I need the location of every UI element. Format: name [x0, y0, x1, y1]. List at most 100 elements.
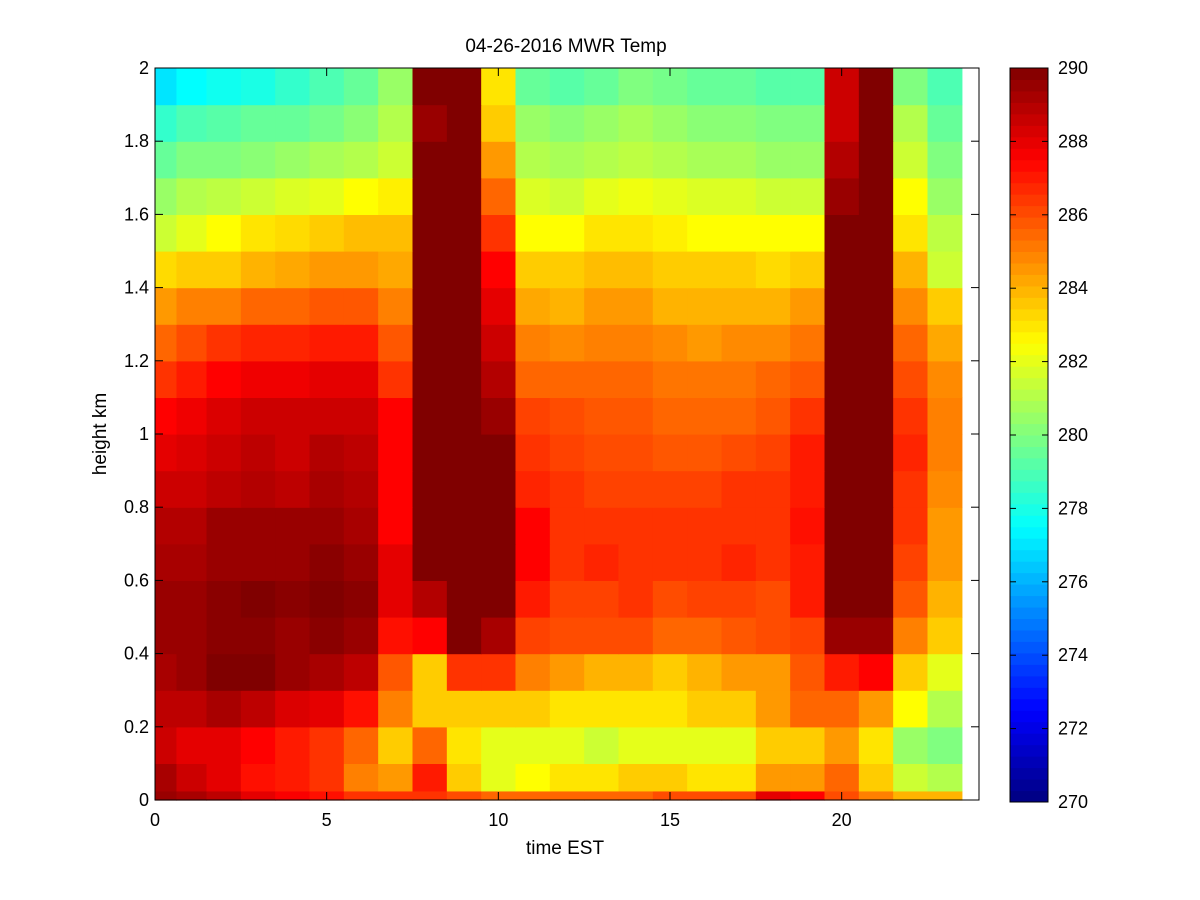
heatmap-cell	[549, 141, 585, 179]
heatmap-cell	[721, 177, 757, 215]
heatmap-cell	[275, 470, 311, 508]
heatmap-cell	[240, 726, 276, 764]
heatmap-cell	[721, 763, 757, 792]
heatmap-cell	[176, 360, 208, 398]
heatmap-cell	[481, 690, 517, 728]
heatmap-cell	[549, 580, 585, 618]
heatmap-cell	[687, 580, 723, 618]
heatmap-cell	[618, 790, 654, 801]
y-tick-label: 1.2	[124, 351, 149, 371]
colorbar-swatch	[1010, 182, 1048, 195]
colorbar-tick-label: 276	[1058, 572, 1088, 592]
colorbar-swatch	[1010, 790, 1048, 803]
heatmap-cell	[412, 763, 448, 792]
heatmap-cell	[755, 726, 791, 764]
heatmap-cell	[584, 177, 620, 215]
heatmap-cell	[687, 543, 723, 581]
heatmap-cell	[378, 470, 414, 508]
heatmap-cell	[927, 580, 963, 618]
heatmap-cell	[652, 104, 688, 142]
heatmap-cell	[206, 434, 242, 472]
heatmap-cell	[549, 470, 585, 508]
heatmap-cell	[584, 790, 620, 801]
y-tick-label: 1.4	[124, 278, 149, 298]
heatmap-cell	[790, 104, 826, 142]
heatmap-cell	[549, 360, 585, 398]
heatmap-cell	[858, 653, 894, 691]
heatmap-cell	[824, 543, 860, 581]
heatmap-cell	[755, 251, 791, 289]
heatmap-cell	[858, 287, 894, 325]
heatmap-cell	[927, 653, 963, 691]
heatmap-cell	[206, 543, 242, 581]
heatmap-cell	[206, 617, 242, 655]
colorbar-swatch	[1010, 480, 1048, 493]
heatmap-cell	[176, 790, 208, 801]
heatmap-cell	[378, 653, 414, 691]
heatmap-cell	[549, 726, 585, 764]
heatmap-cell	[584, 617, 620, 655]
colorbar-tick-label: 282	[1058, 352, 1088, 372]
colorbar-swatch	[1010, 618, 1048, 631]
heatmap-cell	[893, 653, 929, 691]
heatmap-cell	[515, 104, 551, 142]
heatmap-cell	[412, 507, 448, 545]
x-tick-label: 10	[488, 810, 508, 830]
heatmap-cell	[927, 690, 963, 728]
y-tick-label: 1.8	[124, 131, 149, 151]
heatmap-cell	[343, 251, 379, 289]
heatmap-cell	[515, 251, 551, 289]
heatmap-cell	[721, 543, 757, 581]
heatmap-cell	[858, 68, 894, 106]
heatmap-cell	[755, 434, 791, 472]
colorbar-swatch	[1010, 607, 1048, 619]
heatmap-cell	[652, 287, 688, 325]
heatmap-cell	[824, 470, 860, 508]
heatmap-cell	[412, 287, 448, 325]
heatmap-cell	[240, 470, 276, 508]
heatmap-cell	[412, 104, 448, 142]
heatmap-cell	[309, 287, 345, 325]
heatmap-cell	[176, 726, 208, 764]
heatmap-cell	[378, 68, 414, 106]
heatmap-cell	[155, 580, 178, 618]
heatmap-cell	[549, 287, 585, 325]
heatmap-cell	[652, 763, 688, 792]
heatmap-cell	[206, 690, 242, 728]
heatmap-cell	[927, 726, 963, 764]
heatmap-cell	[549, 763, 585, 792]
heatmap-cell	[755, 690, 791, 728]
heatmap-cell	[481, 617, 517, 655]
y-axis: 0 0.2 0.4 0.6 0.8 1 1.2 1.4 1.6 1.8 2	[124, 58, 979, 810]
heatmap-cell	[687, 214, 723, 252]
heatmap-cell	[481, 214, 517, 252]
heatmap-cell	[155, 397, 178, 435]
heatmap-cell	[343, 580, 379, 618]
heatmap-cell	[378, 177, 414, 215]
heatmap-cell	[893, 434, 929, 472]
heatmap-cell	[343, 790, 379, 801]
heatmap-cell	[790, 324, 826, 362]
colorbar-swatch	[1010, 469, 1048, 482]
heatmap-cell	[481, 324, 517, 362]
heatmap-cell	[721, 470, 757, 508]
heatmap-cell	[275, 617, 311, 655]
y-tick-label: 0.4	[124, 644, 149, 664]
heatmap-cell	[275, 580, 311, 618]
colorbar-swatch	[1010, 457, 1048, 470]
colorbar-swatch	[1010, 652, 1048, 665]
heatmap-cell	[618, 251, 654, 289]
heatmap-cell	[755, 543, 791, 581]
heatmap-cell	[412, 543, 448, 581]
heatmap-cell	[412, 580, 448, 618]
colorbar-swatch	[1010, 710, 1048, 723]
heatmap-cell	[858, 324, 894, 362]
heatmap-cell	[155, 251, 178, 289]
heatmap-cell	[893, 141, 929, 179]
heatmap-cell	[412, 324, 448, 362]
heatmap-cell	[446, 543, 482, 581]
heatmap-cell	[343, 287, 379, 325]
heatmap-cell	[155, 470, 178, 508]
heatmap-cell	[240, 507, 276, 545]
